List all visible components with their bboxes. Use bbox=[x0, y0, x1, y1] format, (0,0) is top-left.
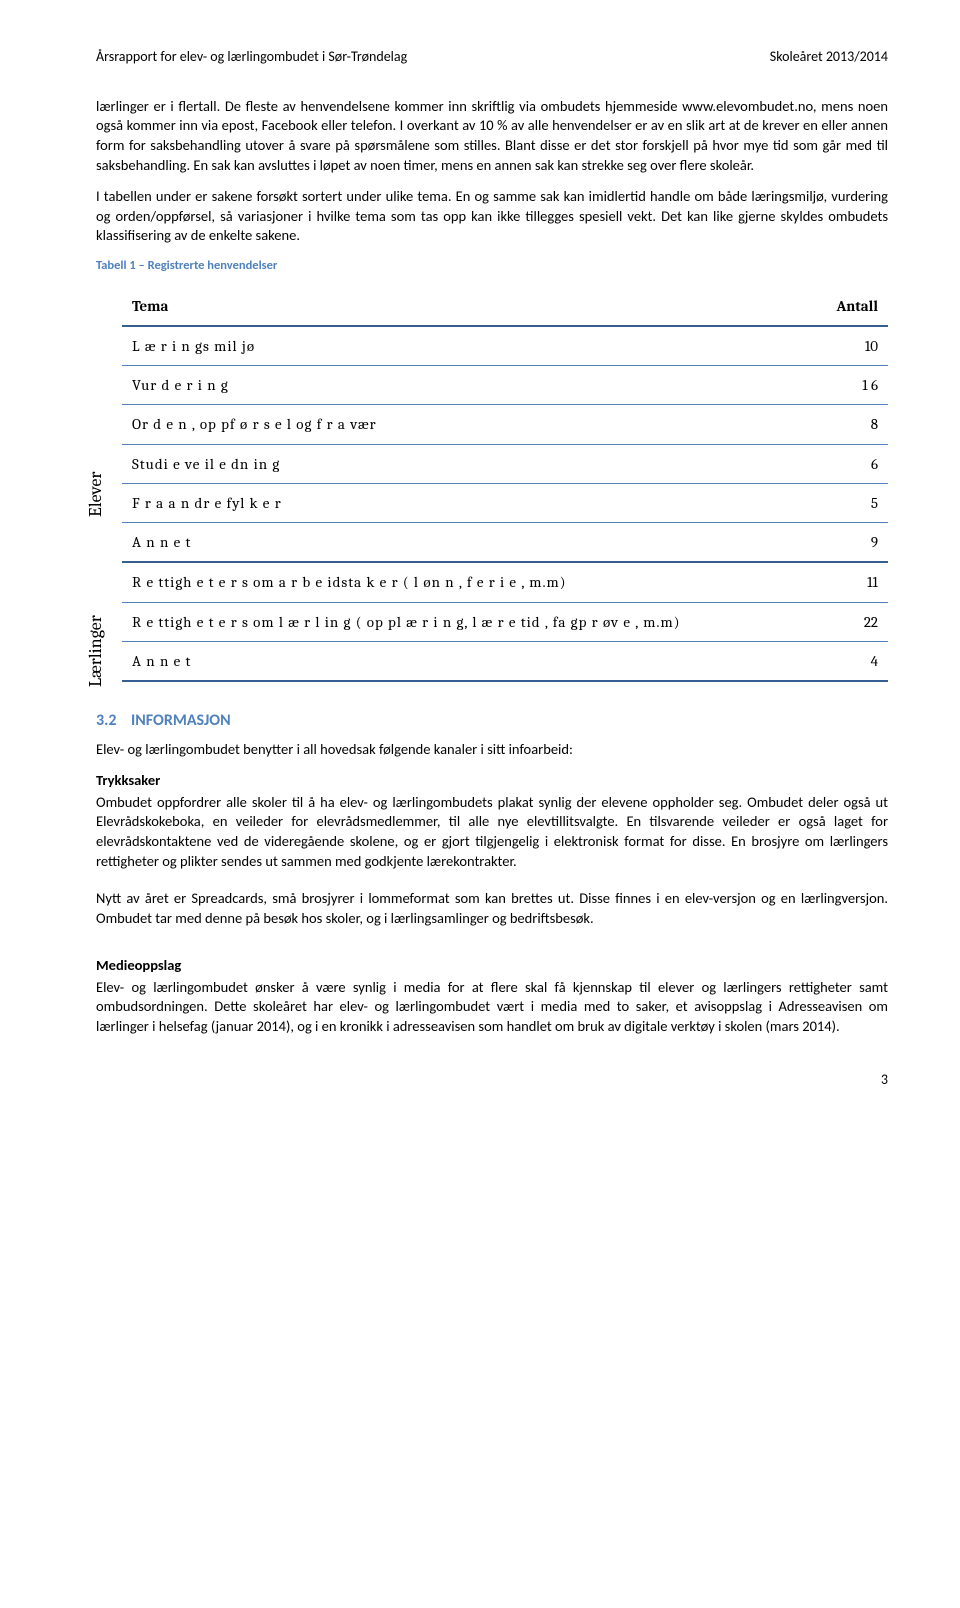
cell-tema: F r a a n dr e fyl k e r bbox=[122, 483, 818, 522]
cell-tema: Studi e ve il e dn in g bbox=[122, 444, 818, 483]
body-paragraph: Elev- og lærlingombudet ønsker å være sy… bbox=[96, 978, 888, 1037]
cell-tema: L æ r i n gs mil jø bbox=[122, 326, 818, 366]
col-tema: Tema bbox=[122, 287, 818, 326]
table-row: Vur d e r i n g 1 6 bbox=[122, 366, 888, 405]
table-row: L æ r i n gs mil jø 10 bbox=[122, 326, 888, 366]
cell-tema: R e ttigh e t e r s om l æ r l in g ( op… bbox=[122, 602, 818, 641]
section-heading: 3.2 INFORMASJON bbox=[96, 710, 888, 732]
page-number: 3 bbox=[96, 1071, 888, 1090]
cell-antall: 5 bbox=[818, 483, 888, 522]
table-row: R e ttigh e t e r s om a r b e idsta k e… bbox=[122, 562, 888, 602]
table-row: Or d e n , op pf ø r s e l og f r a vær … bbox=[122, 405, 888, 444]
table-caption: Tabell 1 – Registrerte henvendelser bbox=[96, 258, 888, 275]
section-intro: Elev- og lærlingombudet benytter i all h… bbox=[96, 740, 888, 760]
table-container: Elever Lærlinger Tema Antall L æ r i n g… bbox=[96, 287, 888, 683]
header-right: Skoleåret 2013/2014 bbox=[770, 48, 888, 67]
table-header-row: Tema Antall bbox=[122, 287, 888, 326]
cell-tema: R e ttigh e t e r s om a r b e idsta k e… bbox=[122, 562, 818, 602]
table-row: R e ttigh e t e r s om l æ r l in g ( op… bbox=[122, 602, 888, 641]
col-antall: Antall bbox=[818, 287, 888, 326]
cell-tema: Vur d e r i n g bbox=[122, 366, 818, 405]
cell-antall: 11 bbox=[818, 562, 888, 602]
body-paragraph: Ombudet oppfordrer alle skoler til å ha … bbox=[96, 793, 888, 871]
cell-antall: 4 bbox=[818, 641, 888, 681]
section-number: 3.2 bbox=[96, 711, 117, 730]
henvendelser-table: Tema Antall L æ r i n gs mil jø 10 Vur d… bbox=[122, 287, 888, 683]
group-label-laerlinger: Lærlinger bbox=[84, 615, 108, 687]
cell-tema: A n n e t bbox=[122, 641, 818, 681]
body-paragraph: I tabellen under er sakene forsøkt sorte… bbox=[96, 187, 888, 246]
cell-antall: 22 bbox=[818, 602, 888, 641]
table-row: A n n e t 9 bbox=[122, 523, 888, 563]
table-row: A n n e t 4 bbox=[122, 641, 888, 681]
cell-antall: 6 bbox=[818, 444, 888, 483]
cell-antall: 9 bbox=[818, 523, 888, 563]
cell-antall: 8 bbox=[818, 405, 888, 444]
section-title: INFORMASJON bbox=[131, 711, 231, 730]
body-paragraph: Nytt av året er Spreadcards, små brosjyr… bbox=[96, 889, 888, 928]
subsection-heading: Trykksaker bbox=[96, 771, 888, 791]
cell-tema: Or d e n , op pf ø r s e l og f r a vær bbox=[122, 405, 818, 444]
page-header: Årsrapport for elev- og lærlingombudet i… bbox=[96, 48, 888, 67]
cell-tema: A n n e t bbox=[122, 523, 818, 563]
table-row: F r a a n dr e fyl k e r 5 bbox=[122, 483, 888, 522]
body-paragraph: lærlinger er i flertall. De fleste av he… bbox=[96, 97, 888, 175]
header-left: Årsrapport for elev- og lærlingombudet i… bbox=[96, 48, 407, 67]
subsection-heading: Medieoppslag bbox=[96, 956, 888, 976]
group-label-elever: Elever bbox=[84, 471, 108, 517]
table-row: Studi e ve il e dn in g 6 bbox=[122, 444, 888, 483]
cell-antall: 10 bbox=[818, 326, 888, 366]
cell-antall: 1 6 bbox=[818, 366, 888, 405]
